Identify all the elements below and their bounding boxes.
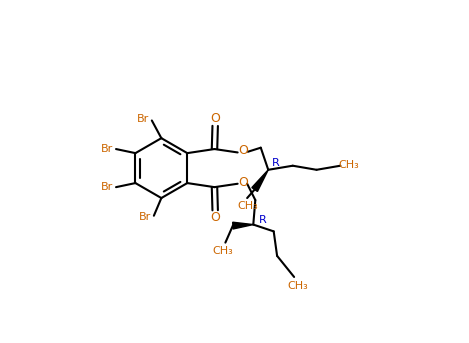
Text: Br: Br bbox=[101, 144, 113, 154]
Text: R: R bbox=[272, 158, 280, 168]
Text: O: O bbox=[238, 144, 249, 157]
Text: O: O bbox=[210, 211, 220, 224]
Text: CH₃: CH₃ bbox=[339, 161, 360, 170]
Text: CH₃: CH₃ bbox=[212, 247, 233, 257]
Text: O: O bbox=[210, 112, 220, 125]
Text: Br: Br bbox=[137, 115, 149, 125]
Text: O: O bbox=[238, 176, 249, 189]
Text: CH₃: CH₃ bbox=[288, 281, 309, 291]
Polygon shape bbox=[252, 170, 268, 191]
Text: Br: Br bbox=[139, 212, 151, 222]
Polygon shape bbox=[233, 222, 253, 229]
Text: R: R bbox=[259, 215, 267, 225]
Text: CH₃: CH₃ bbox=[238, 201, 258, 211]
Text: Br: Br bbox=[101, 182, 113, 192]
